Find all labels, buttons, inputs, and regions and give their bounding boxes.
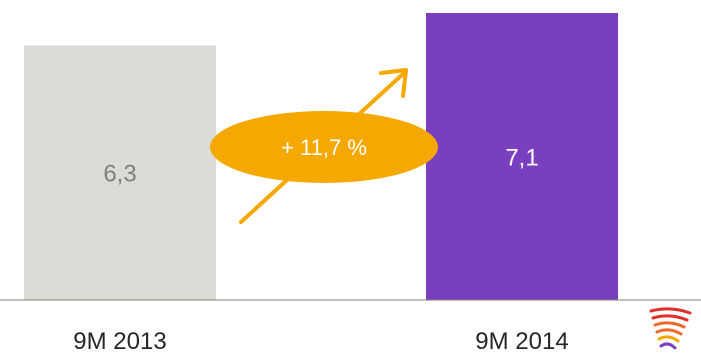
category-label-2: 9M 2014 [475,328,568,355]
logo-stripe-3 [653,321,686,329]
category-label-1: 9M 2013 [73,328,166,355]
logo-stripe-2 [651,314,689,322]
logo-stripe-5 [657,335,680,343]
bar-1 [24,45,216,300]
growth-arrowhead-icon [379,68,408,98]
logo-stripe-6 [659,342,677,350]
logo-stripe-1 [649,307,692,315]
growth-badge [210,111,438,183]
value-label-1: 6,3 [103,161,136,188]
striped-wing-logo-icon [649,307,692,350]
value-label-2: 7,1 [505,145,538,172]
logo-stripe-4 [655,328,683,336]
bar-2 [426,13,618,300]
growth-badge-label: + 11,7 % [281,135,367,160]
